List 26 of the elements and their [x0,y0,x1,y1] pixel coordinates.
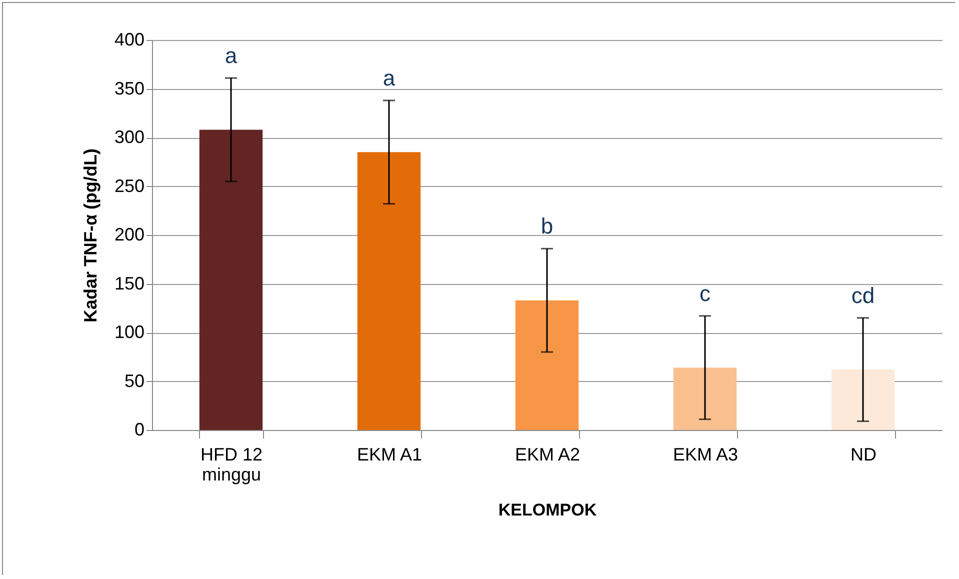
y-tick-label: 200 [114,224,144,244]
y-tick-label: 350 [114,78,144,98]
x-axis-title: KELOMPOK [498,500,598,520]
bar [831,370,895,430]
y-tick-label: 100 [114,322,144,342]
annotation: a [224,43,238,68]
annotation: cd [851,282,875,308]
x-tick-label: HFD 12 minggu [200,444,263,484]
annotation: a [382,65,396,90]
y-tick-label: 250 [114,176,144,196]
bar [199,130,263,430]
y-tick-label: 300 [114,127,144,147]
annotation: b [540,214,554,239]
bar [515,300,579,430]
bar [673,368,737,430]
y-axis-title: Kadar TNF-α (pg/dL) [80,148,100,323]
y-tick-label: 150 [114,273,144,294]
bar [357,152,421,430]
x-tick-label: ND [850,444,876,464]
x-tick-label: EKM A3 [672,444,738,464]
x-tick-label: EKM A2 [514,444,580,464]
y-tick-label: 50 [124,370,144,391]
y-tick-label: 400 [114,30,144,50]
x-tick-label: EKM A1 [356,444,422,464]
annotation: c [700,280,710,306]
y-tick-label: 0 [134,420,144,440]
